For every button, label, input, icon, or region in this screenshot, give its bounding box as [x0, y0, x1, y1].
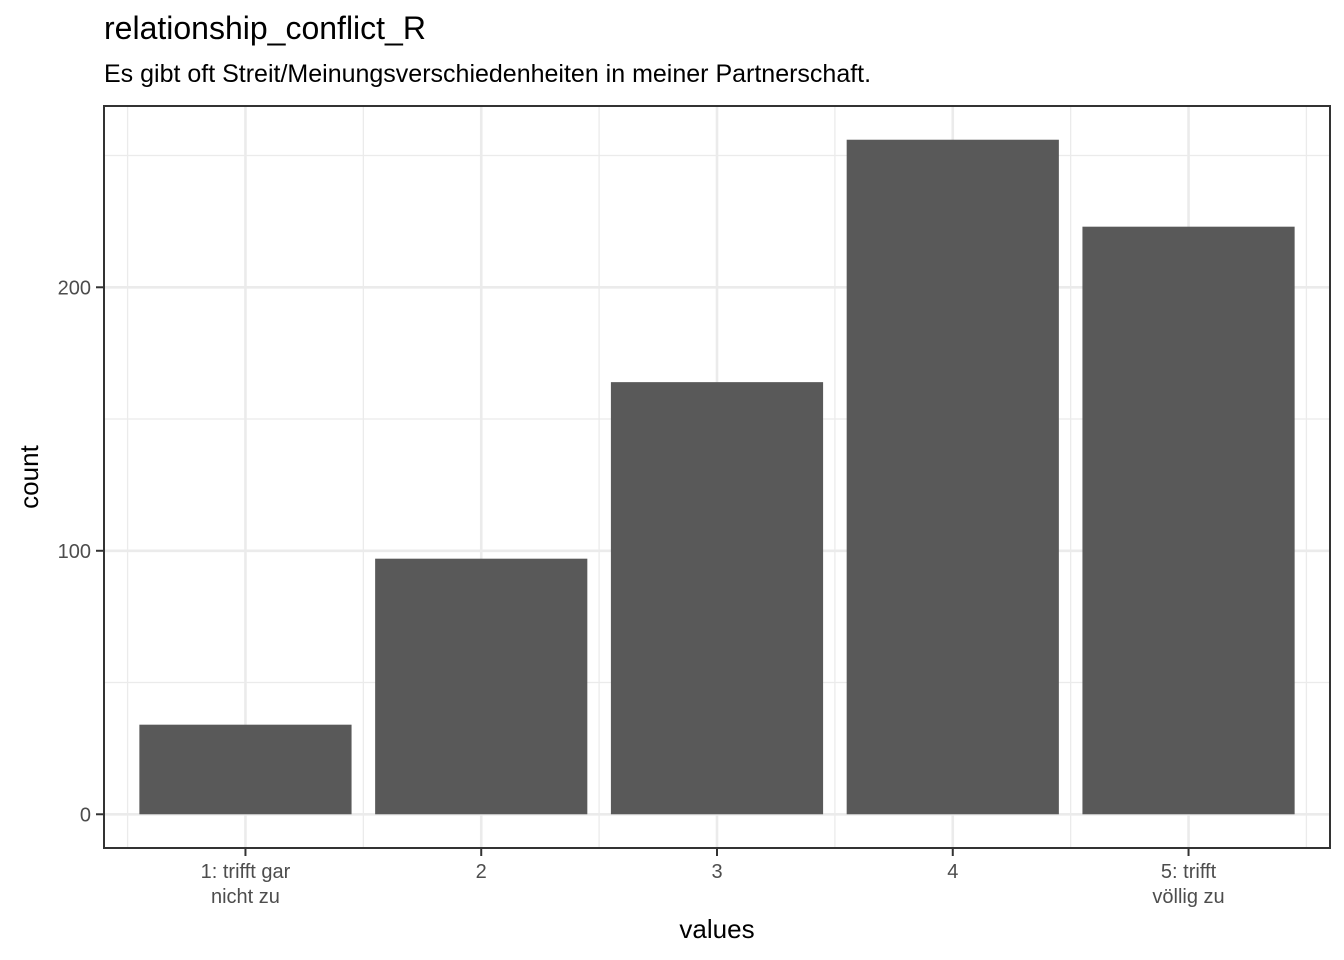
x-tick-label-line: 3	[711, 861, 722, 883]
bar	[1082, 226, 1295, 815]
y-axis-title: count	[14, 444, 44, 508]
bar	[139, 724, 352, 815]
bars	[139, 139, 1295, 815]
x-axis-title: values	[679, 914, 754, 944]
bar	[375, 558, 588, 815]
x-tick-label-line: 4	[947, 861, 958, 883]
x-tick-label-line: nicht zu	[211, 886, 280, 908]
x-tick-label: 3	[711, 861, 722, 883]
y-tick-label: 0	[80, 804, 91, 826]
chart-subtitle: Es gibt oft Streit/Meinungsverschiedenhe…	[104, 60, 872, 88]
chart-title: relationship_conflict_R	[104, 10, 426, 46]
bar	[610, 382, 824, 815]
x-tick-label: 4	[947, 861, 958, 883]
x-tick-label: 1: trifft gar nicht zu	[201, 861, 291, 908]
x-tick-label: 2	[476, 861, 487, 883]
bar	[846, 139, 1059, 815]
x-tick-label-line: 5: trifft	[1161, 861, 1217, 883]
x-tick-label-line: völlig zu	[1152, 886, 1224, 908]
x-axis-ticks: 1: trifft gar nicht zu 2 3 4 5: trifft völlig …	[201, 848, 1225, 908]
y-tick-label: 200	[58, 277, 91, 299]
x-tick-label-line: 1: trifft gar	[201, 861, 291, 883]
x-tick-label-line: 2	[476, 861, 487, 883]
y-axis-ticks: 0 100 200	[58, 277, 104, 826]
x-tick-label: 5: trifft völlig zu	[1152, 861, 1224, 908]
y-tick-label: 100	[58, 541, 91, 563]
